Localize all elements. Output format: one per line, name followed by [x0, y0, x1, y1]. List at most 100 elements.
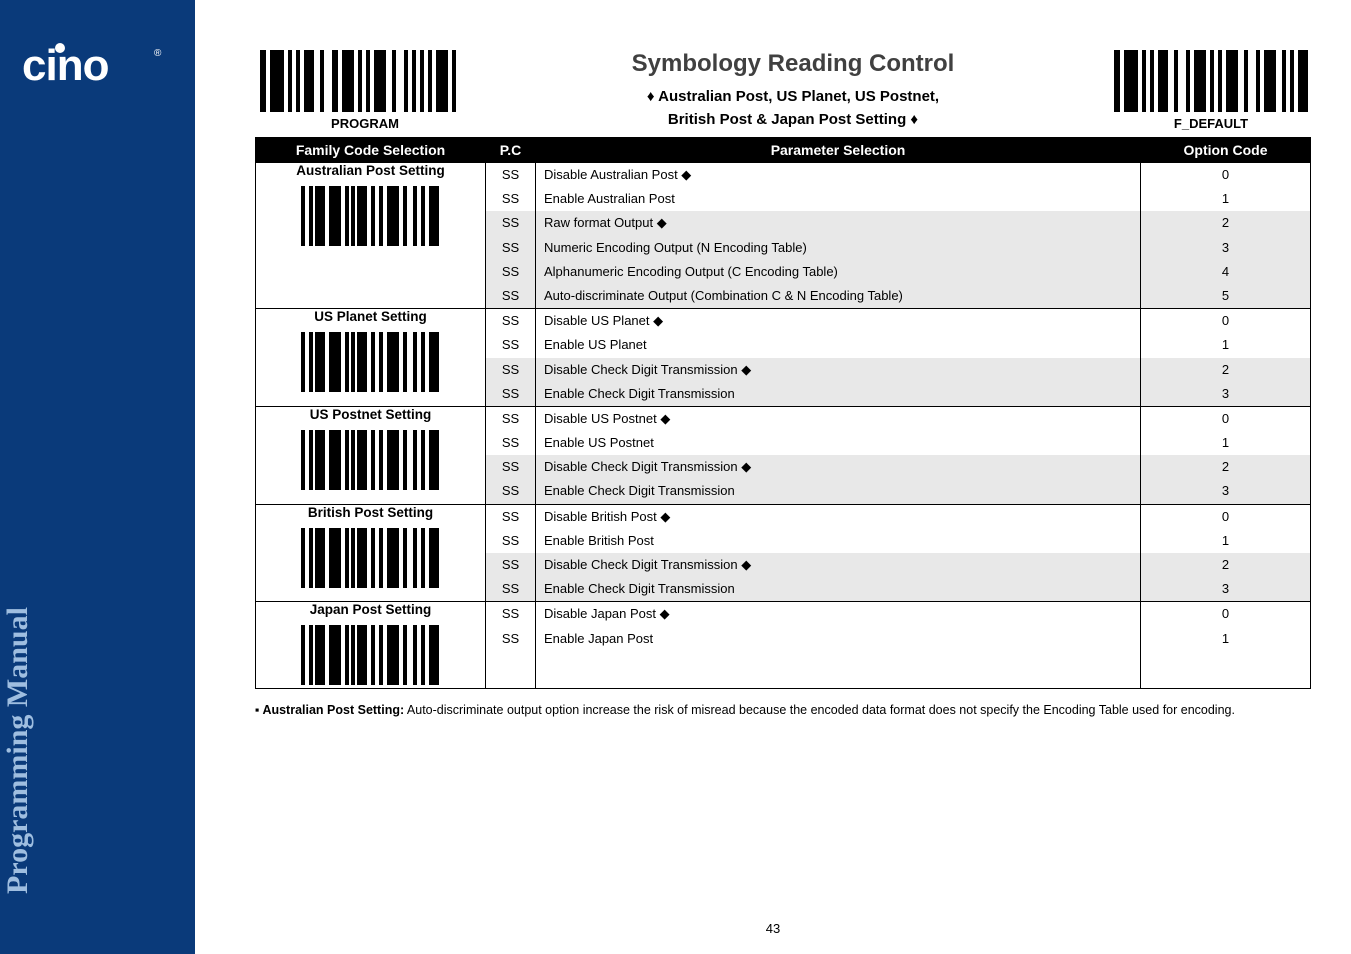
param-value: Numeric Encoding Output (N Encoding Tabl…	[536, 236, 1140, 260]
pc-cell: SSSS	[486, 602, 536, 689]
pc-cell: SSSSSSSS	[486, 504, 536, 602]
family-barcode-icon	[256, 528, 485, 591]
option-cell: 0123	[1141, 504, 1311, 602]
pc-value: SS	[486, 382, 535, 406]
param-value: Enable British Post	[536, 529, 1140, 553]
pc-value: SS	[486, 553, 535, 577]
pc-value: SS	[486, 211, 535, 235]
center-header: Symbology Reading Control ♦ Australian P…	[475, 50, 1111, 131]
pc-cell: SSSSSSSS	[486, 309, 536, 407]
pc-cell: SSSSSSSSSSSS	[486, 163, 536, 309]
footnote-bold: ▪ Australian Post Setting:	[255, 703, 404, 717]
param-value: Enable Japan Post	[536, 627, 1140, 651]
col-option: Option Code	[1141, 138, 1311, 163]
option-value: 1	[1141, 431, 1310, 455]
family-label: Australian Post Setting	[256, 163, 485, 178]
family-cell: Japan Post Setting	[256, 602, 486, 689]
option-value: 0	[1141, 407, 1310, 431]
option-value: 2	[1141, 455, 1310, 479]
pc-value: SS	[486, 455, 535, 479]
subheading-line2: British Post & Japan Post Setting ♦	[485, 109, 1101, 132]
section-row: US Planet SettingSSSSSSSSDisable US Plan…	[256, 309, 1311, 407]
pc-value: SS	[486, 602, 535, 626]
option-value: 0	[1141, 163, 1310, 187]
pc-value: SS	[486, 505, 535, 529]
param-value: Disable British Post ◆	[536, 505, 1140, 529]
option-value: 0	[1141, 602, 1310, 626]
footnote: ▪ Australian Post Setting: Auto-discrimi…	[255, 701, 1311, 720]
vert-line-2: Programming Manual	[1, 513, 35, 894]
family-cell: US Planet Setting	[256, 309, 486, 407]
param-value: Enable US Planet	[536, 333, 1140, 357]
pc-value: SS	[486, 333, 535, 357]
param-value: Raw format Output ◆	[536, 211, 1140, 235]
section-row: Australian Post SettingSSSSSSSSSSSSDisab…	[256, 163, 1311, 309]
family-barcode-icon	[256, 332, 485, 395]
family-barcode-icon	[256, 430, 485, 493]
param-value: Disable US Postnet ◆	[536, 407, 1140, 431]
pc-value: SS	[486, 627, 535, 651]
pc-value: SS	[486, 309, 535, 333]
option-value: 1	[1141, 333, 1310, 357]
content: PROGRAM Symbology Reading Control ♦ Aust…	[195, 0, 1351, 954]
svg-text:cino: cino	[22, 41, 109, 90]
pc-value: SS	[486, 284, 535, 308]
page: cino ® FuzzyScan Fixed Mount Scan Progra…	[0, 0, 1351, 954]
page-number: 43	[766, 921, 780, 936]
family-label: US Planet Setting	[256, 309, 485, 324]
option-value: 0	[1141, 505, 1310, 529]
param-value: Disable Check Digit Transmission ◆	[536, 553, 1140, 577]
table-header-row: Family Code Selection P.C Parameter Sele…	[256, 138, 1311, 163]
param-value: Enable Check Digit Transmission	[536, 382, 1140, 406]
col-pc: P.C	[486, 138, 536, 163]
col-param: Parameter Selection	[536, 138, 1141, 163]
option-value: 1	[1141, 627, 1310, 651]
family-label: Japan Post Setting	[256, 602, 485, 617]
param-value: Enable Australian Post	[536, 187, 1140, 211]
param-cell: Disable British Post ◆Enable British Pos…	[536, 504, 1141, 602]
param-value: Alphanumeric Encoding Output (C Encoding…	[536, 260, 1140, 284]
pc-value: SS	[486, 577, 535, 601]
option-value: 3	[1141, 236, 1310, 260]
param-cell: Disable US Planet ◆Enable US PlanetDisab…	[536, 309, 1141, 407]
program-barcode-block: PROGRAM	[255, 50, 475, 131]
padding	[1141, 651, 1310, 687]
param-value: Enable US Postnet	[536, 431, 1140, 455]
family-cell: US Postnet Setting	[256, 406, 486, 504]
padding	[486, 651, 535, 687]
option-value: 2	[1141, 211, 1310, 235]
family-label: British Post Setting	[256, 505, 485, 520]
option-value: 5	[1141, 284, 1310, 308]
pc-value: SS	[486, 407, 535, 431]
param-value: Disable Check Digit Transmission ◆	[536, 358, 1140, 382]
option-cell: 0123	[1141, 406, 1311, 504]
option-value: 3	[1141, 577, 1310, 601]
col-family: Family Code Selection	[256, 138, 486, 163]
family-barcode-icon	[256, 625, 485, 688]
vertical-title: FuzzyScan Fixed Mount Scan Programming M…	[0, 513, 35, 894]
option-value: 1	[1141, 187, 1310, 211]
param-value: Enable Check Digit Transmission	[536, 577, 1140, 601]
default-barcode-block: F_DEFAULT	[1111, 50, 1311, 131]
param-value: Disable Australian Post ◆	[536, 163, 1140, 187]
pc-value: SS	[486, 260, 535, 284]
param-value: Disable Check Digit Transmission ◆	[536, 455, 1140, 479]
subheading-line1: ♦ Australian Post, US Planet, US Postnet…	[485, 86, 1101, 109]
page-heading: Symbology Reading Control	[485, 50, 1101, 78]
section-row: British Post SettingSSSSSSSSDisable Brit…	[256, 504, 1311, 602]
svg-text:®: ®	[154, 48, 162, 59]
param-cell: Disable US Postnet ◆Enable US PostnetDis…	[536, 406, 1141, 504]
program-barcode-icon	[255, 50, 475, 112]
option-value: 2	[1141, 358, 1310, 382]
option-cell: 0123	[1141, 309, 1311, 407]
param-value: Disable US Planet ◆	[536, 309, 1140, 333]
family-cell: British Post Setting	[256, 504, 486, 602]
option-value: 0	[1141, 309, 1310, 333]
default-barcode-icon	[1111, 50, 1311, 112]
section-row: Japan Post SettingSSSSDisable Japan Post…	[256, 602, 1311, 689]
option-value: 4	[1141, 260, 1310, 284]
option-cell: 012345	[1141, 163, 1311, 309]
header-row: PROGRAM Symbology Reading Control ♦ Aust…	[255, 50, 1311, 131]
pc-value: SS	[486, 431, 535, 455]
padding	[536, 651, 1140, 687]
